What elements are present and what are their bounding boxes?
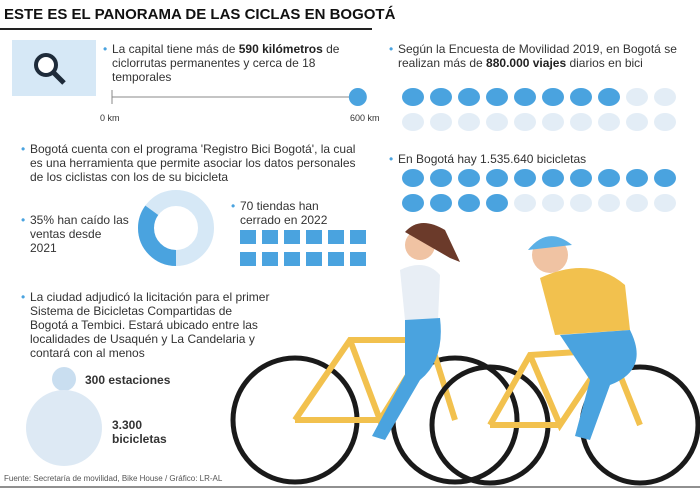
dot — [430, 194, 452, 212]
dot — [542, 194, 564, 212]
dot — [402, 194, 424, 212]
square — [350, 230, 366, 244]
text: de ciclorrutas permanentes y cerca de 18… — [112, 42, 340, 84]
ciclorrutas-text: La capital tiene más de 590 kilómetros d… — [103, 42, 357, 84]
dot — [430, 88, 452, 106]
dot — [626, 113, 648, 131]
square — [328, 252, 344, 266]
dot — [626, 169, 648, 187]
scale-label: 0 km — [100, 113, 120, 123]
tembici-text: La ciudad adjudicó la licitación para el… — [21, 290, 270, 360]
text: La capital tiene más de — [112, 42, 239, 56]
dot — [458, 169, 480, 187]
dot — [598, 113, 620, 131]
cyclists — [230, 222, 700, 486]
dot — [514, 88, 536, 106]
square — [306, 252, 322, 266]
square — [350, 252, 366, 266]
square — [284, 252, 300, 266]
magnifier-handle — [51, 70, 66, 85]
bikes-label: 3.300 bicicletas — [112, 418, 167, 446]
dot — [570, 194, 592, 212]
dot — [514, 169, 536, 187]
square — [284, 230, 300, 244]
highlight: 590 kilómetros — [238, 42, 323, 56]
bubble — [26, 390, 102, 466]
dot — [542, 169, 564, 187]
square — [262, 230, 278, 244]
dot — [598, 88, 620, 106]
dot — [626, 194, 648, 212]
dot — [570, 88, 592, 106]
title: ESTE ES EL PANORAMA DE LAS CICLAS EN BOG… — [4, 6, 396, 23]
square — [306, 230, 322, 244]
viajes-text: Según la Encuesta de Movilidad 2019, en … — [389, 42, 688, 70]
dot — [570, 169, 592, 187]
dot — [430, 169, 452, 187]
dot — [514, 113, 536, 131]
dot — [654, 169, 676, 187]
dot — [654, 88, 676, 106]
dot — [514, 194, 536, 212]
registro-text: Bogotá cuenta con el programa 'Registro … — [21, 142, 370, 184]
dot — [458, 194, 480, 212]
dot — [402, 88, 424, 106]
dot — [458, 88, 480, 106]
square — [240, 252, 256, 266]
donut-value — [138, 190, 214, 266]
tiendas-text: 70 tiendas han cerrado en 2022 — [231, 199, 350, 227]
dot — [486, 113, 508, 131]
dot — [654, 113, 676, 131]
dot — [430, 113, 452, 131]
stations-label: 300 estaciones — [85, 373, 171, 387]
bicicletas-text: En Bogotá hay 1.535.640 bicicletas — [389, 152, 688, 166]
dot — [486, 88, 508, 106]
dot — [542, 113, 564, 131]
dot — [402, 113, 424, 131]
text: Según la Encuesta de Movilidad 2019, en … — [398, 42, 677, 70]
square — [328, 230, 344, 244]
text: diarios en bici — [566, 56, 643, 70]
dot — [598, 169, 620, 187]
dot — [542, 88, 564, 106]
dot — [654, 194, 676, 212]
scale-marker — [348, 88, 367, 106]
square — [262, 252, 278, 266]
highlight: 880.000 viajes — [486, 56, 567, 70]
scale-label: 600 km — [350, 113, 380, 123]
dot — [458, 113, 480, 131]
square — [240, 230, 256, 244]
dot — [570, 113, 592, 131]
dot — [626, 88, 648, 106]
dot — [486, 169, 508, 187]
dot — [402, 169, 424, 187]
bubble — [52, 367, 76, 391]
ventas-text: 35% han caído las ventas desde 2021 — [21, 213, 130, 255]
source: Fuente: Secretaría de movilidad, Bike Ho… — [4, 474, 223, 483]
magnifier — [34, 53, 58, 77]
dot — [598, 194, 620, 212]
dot — [486, 194, 508, 212]
